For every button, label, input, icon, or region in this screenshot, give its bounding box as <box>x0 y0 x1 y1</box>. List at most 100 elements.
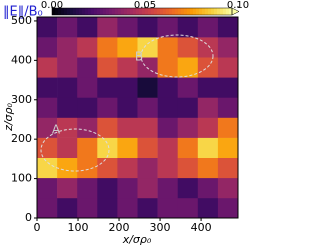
heatmap-cell <box>57 97 78 118</box>
heatmap-cell <box>197 117 219 138</box>
colorbar-tick-label: 0.05 <box>134 0 156 11</box>
heatmap-cell <box>37 117 58 138</box>
heatmap-cell <box>77 117 98 138</box>
heatmap-cell <box>177 37 199 58</box>
heatmap-cell <box>57 77 78 98</box>
heatmap-cell <box>157 157 178 179</box>
y-tick-label: 300 <box>11 93 32 106</box>
heatmap-cell <box>177 157 199 179</box>
colorbar-segment <box>127 8 131 15</box>
colorbar-segment <box>163 8 167 15</box>
heatmap-cell <box>117 77 138 98</box>
heatmap-cell <box>157 197 178 219</box>
heatmap-cell <box>77 137 98 158</box>
heatmap-cell <box>97 157 118 179</box>
heatmap-cell <box>177 77 199 98</box>
heatmap-cell <box>137 157 158 179</box>
heatmap-cell <box>97 17 118 38</box>
annotation: A <box>52 123 61 137</box>
heatmap-cell <box>57 37 78 58</box>
heatmap-cell <box>137 117 158 138</box>
heatmap-cell <box>157 117 178 138</box>
heatmap-cell <box>77 157 98 179</box>
colorbar-segment <box>130 8 134 15</box>
heatmap-cell <box>137 97 158 118</box>
heatmap-cell <box>177 177 199 199</box>
heatmap-cell <box>217 97 239 118</box>
annotation: B <box>135 50 143 64</box>
heatmap-cell <box>77 77 98 98</box>
colorbar-segment <box>97 8 101 15</box>
heatmap-cell <box>137 17 158 38</box>
heatmap-cell <box>37 37 58 58</box>
colorbar-segment <box>223 8 227 15</box>
heatmap-cell <box>177 97 199 118</box>
heatmap-cell <box>217 197 239 219</box>
colorbar-segment <box>166 8 170 15</box>
x-tick-label: 0 <box>34 221 41 234</box>
heatmap-cell <box>117 57 138 78</box>
heatmap-cell <box>97 197 118 219</box>
colorbar-segment <box>64 8 68 15</box>
heatmap-cell <box>77 177 98 199</box>
x-tick-label: 400 <box>191 221 212 234</box>
heatmap-cell <box>97 177 118 199</box>
colorbar-segment <box>88 8 92 15</box>
colorbar-segment <box>196 8 200 15</box>
colorbar-segment <box>118 8 122 15</box>
heatmap-cell <box>37 17 58 38</box>
heatmap-cell <box>77 37 98 58</box>
plot-frame <box>36 16 239 219</box>
heatmap-cell <box>117 37 138 58</box>
colorbar-frame <box>51 7 233 16</box>
colorbar-segment <box>70 8 74 15</box>
heatmap-cell <box>157 97 178 118</box>
colorbar-segment <box>148 8 152 15</box>
heatmap-cell <box>37 157 58 179</box>
colorbar-segment <box>121 8 125 15</box>
heatmap-cell <box>57 137 78 158</box>
heatmap-cell <box>77 57 98 78</box>
heatmap-cell <box>217 177 239 199</box>
heatmap-cell <box>137 197 158 219</box>
colorbar-segment <box>73 8 77 15</box>
colorbar-tick-label: 0.00 <box>41 0 63 11</box>
colorbar-segment <box>160 8 164 15</box>
colorbar-segment <box>124 8 128 15</box>
colorbar-segment <box>157 8 161 15</box>
colorbar-segment <box>82 8 86 15</box>
heatmap-cell <box>177 117 199 138</box>
heatmap-cell <box>217 77 239 98</box>
heatmap-cell <box>37 197 58 219</box>
heatmap-cell <box>77 197 98 219</box>
colorbar-segment <box>217 8 221 15</box>
x-tick-label: 300 <box>150 221 171 234</box>
colorbar-segment <box>136 8 140 15</box>
heatmap-cell <box>177 137 199 158</box>
colorbar-segment <box>178 8 182 15</box>
heatmap-cell <box>137 57 158 78</box>
colorbar-segment <box>61 8 65 15</box>
heatmap-cell <box>157 57 178 78</box>
heatmap-cell <box>197 197 219 219</box>
x-tick-label: 200 <box>109 221 130 234</box>
heatmap-cell <box>37 177 58 199</box>
heatmap-cell <box>197 77 219 98</box>
heatmap-cell <box>197 137 219 158</box>
heatmap-cell <box>117 97 138 118</box>
chart: A B ‖E‖/B₀ x/σρ₀ z/σρ₀ 0 100 200 300 400 0 100… <box>2 0 249 246</box>
heatmap-cell <box>177 17 199 38</box>
region-b <box>140 34 214 78</box>
y-tick-label: 400 <box>11 53 32 66</box>
heatmap-cell <box>157 177 178 199</box>
colorbar-segment <box>112 8 116 15</box>
heatmap-cell <box>37 97 58 118</box>
y-tick-label: 500 <box>11 14 32 27</box>
heatmap-cell <box>197 37 219 58</box>
colorbar-segment <box>106 8 110 15</box>
colorbar-segment <box>193 8 197 15</box>
x-tick-label: 100 <box>68 221 89 234</box>
heatmap-cell <box>117 177 138 199</box>
colorbar-segment <box>220 8 224 15</box>
colorbar-segment <box>175 8 179 15</box>
